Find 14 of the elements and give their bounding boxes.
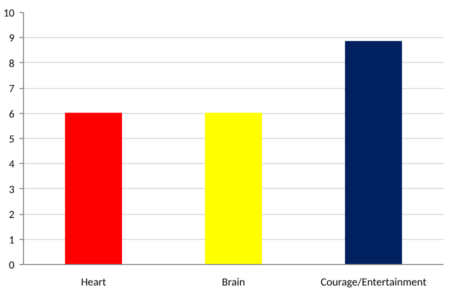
y-tick-label: 0 <box>8 258 15 272</box>
x-tick-label: Brain <box>222 276 246 288</box>
y-tick-label: 1 <box>8 233 15 246</box>
x-tick-label: Courage/Entertainment <box>320 276 427 288</box>
y-tick-label: 9 <box>8 32 15 45</box>
y-tick-label: 2 <box>8 208 15 222</box>
y-tick-label: 8 <box>8 56 15 70</box>
y-tick-label: 6 <box>8 107 15 120</box>
y-tick-label: 5 <box>8 132 15 146</box>
x-tick-label: Heart <box>80 276 106 288</box>
y-tick-label: 10 <box>3 6 15 20</box>
y-tick-label: 3 <box>8 182 15 196</box>
y-tick-label: 7 <box>8 82 15 96</box>
y-tick-label: 4 <box>8 158 15 171</box>
